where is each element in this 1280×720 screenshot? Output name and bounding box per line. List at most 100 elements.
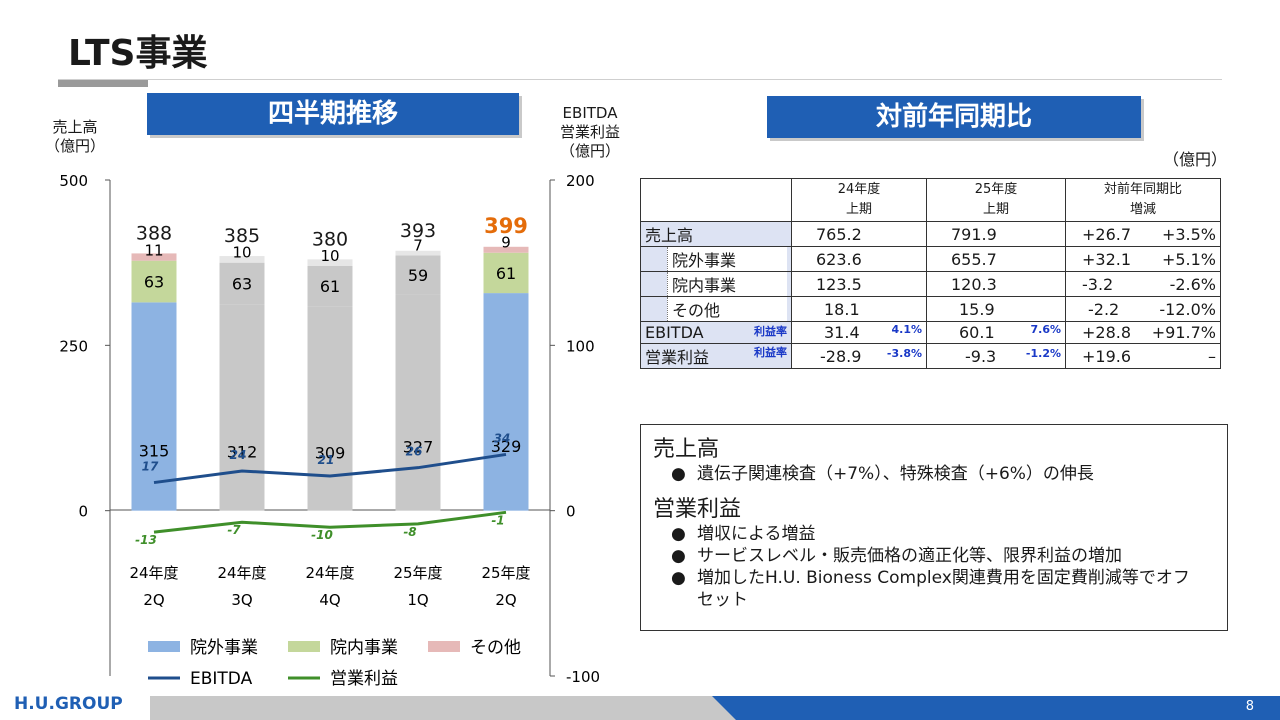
right-axis-caption-line: EBITDA: [562, 104, 618, 122]
legend-label: 営業利益: [330, 669, 398, 689]
line-data-label: -7: [227, 523, 241, 537]
bar-value-label: 10: [232, 244, 251, 262]
table-row: EBITDA 利益率 31.4 4.1% 60.1 7.6% +28.8 +91.7%: [640, 321, 1221, 344]
line-data-label: 24: [230, 448, 247, 462]
category-label: 2Q: [143, 591, 164, 609]
bar-segment: [219, 262, 265, 305]
bar-segment: [131, 302, 177, 511]
page-title: LTS事業: [68, 33, 208, 74]
bar-segment: [483, 293, 529, 511]
row-label: 売上高: [640, 221, 792, 247]
rate-label: 利益率: [754, 346, 787, 359]
cell-pct: +3.5%: [1161, 224, 1216, 244]
category-label: 24年度: [129, 564, 178, 582]
bar-total-label: 388: [136, 222, 172, 244]
table-row: 院外事業 623.6 655.7 +32.1 +5.1%: [640, 246, 1221, 272]
row-label-text: その他: [667, 297, 787, 321]
table-header-blank: [640, 178, 792, 222]
cell-change: -2.2 -12.0%: [1065, 296, 1221, 322]
cell-diff: +28.8: [1082, 323, 1132, 342]
cell-v2: 655.7: [926, 246, 1066, 272]
row-label-text: 院内事業: [667, 272, 787, 296]
row-label: 営業利益 利益率: [640, 343, 792, 369]
page-number: 8: [1245, 699, 1254, 714]
category-label: 4Q: [319, 591, 340, 609]
bullet-icon: ●: [671, 546, 686, 566]
legend-label: EBITDA: [190, 669, 253, 689]
legend-label: 院外事業: [190, 638, 258, 658]
cell-diff: -3.2: [1082, 274, 1114, 294]
table-row: 売上高 765.2 791.9 +26.7 +3.5%: [640, 221, 1221, 247]
summary-heading-sales: 売上高: [653, 437, 720, 462]
left-axis-caption-line: 売上高: [52, 118, 98, 136]
cell-v1: 765.2: [791, 221, 927, 247]
cell-v2: 120.3: [926, 271, 1066, 297]
summary-bullet: ● 増収による増益: [671, 523, 1227, 545]
cell-pct: +5.1%: [1161, 249, 1216, 269]
right-tick-label: 100: [566, 337, 595, 355]
cell-v1: 18.1: [791, 296, 927, 322]
cell-diff: +26.7: [1082, 224, 1132, 244]
bar-value-label: 10: [320, 247, 339, 265]
row-label-text: 院外事業: [667, 247, 787, 271]
cell-diff: -2.2: [1088, 299, 1120, 319]
cell-value: -9.3: [965, 346, 997, 366]
line-data-label: -8: [403, 525, 416, 539]
cell-v2: 791.9: [926, 221, 1066, 247]
bar-segment: [395, 255, 441, 295]
table-row: 院内事業 123.5 120.3 -3.2 -2.6%: [640, 271, 1221, 297]
line-data-label: 26: [406, 445, 423, 459]
category-label: 24年度: [305, 564, 354, 582]
bar-total-label: 399: [484, 214, 528, 238]
title-accent-bar: [58, 80, 148, 87]
cell-pct: -2.6%: [1169, 274, 1216, 294]
bullet-icon: ●: [671, 524, 686, 544]
right-axis-caption-line: 営業利益: [559, 123, 620, 141]
bar-value-label: 312: [227, 442, 258, 461]
cell-rate: 7.6%: [1030, 323, 1061, 336]
left-banner: 四半期推移: [147, 93, 519, 135]
table-row: 営業利益 利益率 -28.9 -3.8% -9.3 -1.2% +19.6 –: [640, 343, 1221, 369]
header-text: 対前年同期比: [1103, 182, 1182, 197]
header-text: 増減: [1129, 202, 1156, 217]
bar-segment: [219, 256, 265, 263]
legend-swatch: [428, 641, 460, 652]
line-data-label: 34: [494, 431, 511, 445]
bar-segment: [307, 259, 353, 266]
footer-accent: [712, 696, 1280, 720]
summary-bullet-text: 増加したH.U. Bioness Complex関連費用を固定費削減等でオフセッ…: [697, 568, 1190, 610]
summary-bullet: ● 遺伝子関連検査（+7%）、特殊検査（+6%）の伸長: [671, 463, 1227, 485]
table-header-row: 24年度 上期 25年度 上期 対前年同期比 増減: [640, 178, 1221, 222]
cell-v2: 60.1 7.6%: [926, 321, 1066, 344]
bar-segment: [307, 265, 353, 307]
cell-pct: –: [1208, 346, 1216, 366]
cell-change: +26.7 +3.5%: [1065, 221, 1221, 247]
summary-bullet-text: サービスレベル・販売価格の適正化等、限界利益の増加: [697, 546, 1122, 566]
cell-v1: -28.9 -3.8%: [791, 343, 927, 369]
row-label: その他: [640, 296, 792, 322]
line-series-ebitda: [153, 452, 507, 485]
cell-rate: 4.1%: [891, 323, 922, 336]
category-label: 1Q: [407, 591, 428, 609]
header-text: 25年度: [974, 182, 1018, 197]
cell-change: +32.1 +5.1%: [1065, 246, 1221, 272]
bar-value-label: 63: [232, 274, 252, 293]
left-axis-caption-line: （億円）: [44, 137, 105, 155]
bar-segment: [395, 294, 441, 511]
cell-value: -28.9: [820, 346, 862, 366]
bar-segment: [483, 246, 529, 253]
row-label-text: EBITDA: [645, 323, 704, 342]
bar-segment: [395, 250, 441, 256]
legend-label: その他: [470, 638, 521, 658]
cell-value: 31.4: [824, 323, 860, 342]
table-header-col2: 25年度 上期: [926, 178, 1066, 222]
left-tick-label: 0: [78, 503, 88, 521]
line-data-label: -10: [311, 528, 333, 542]
category-label: 25年度: [481, 564, 530, 582]
legend-label: 院内事業: [330, 638, 398, 658]
cell-v2: 15.9: [926, 296, 1066, 322]
comparison-table: 24年度 上期 25年度 上期 対前年同期比 増減 売上高 765.2 791.9 +…: [640, 178, 1221, 369]
row-label: 院内事業: [640, 271, 792, 297]
bar-value-label: 61: [496, 264, 516, 283]
